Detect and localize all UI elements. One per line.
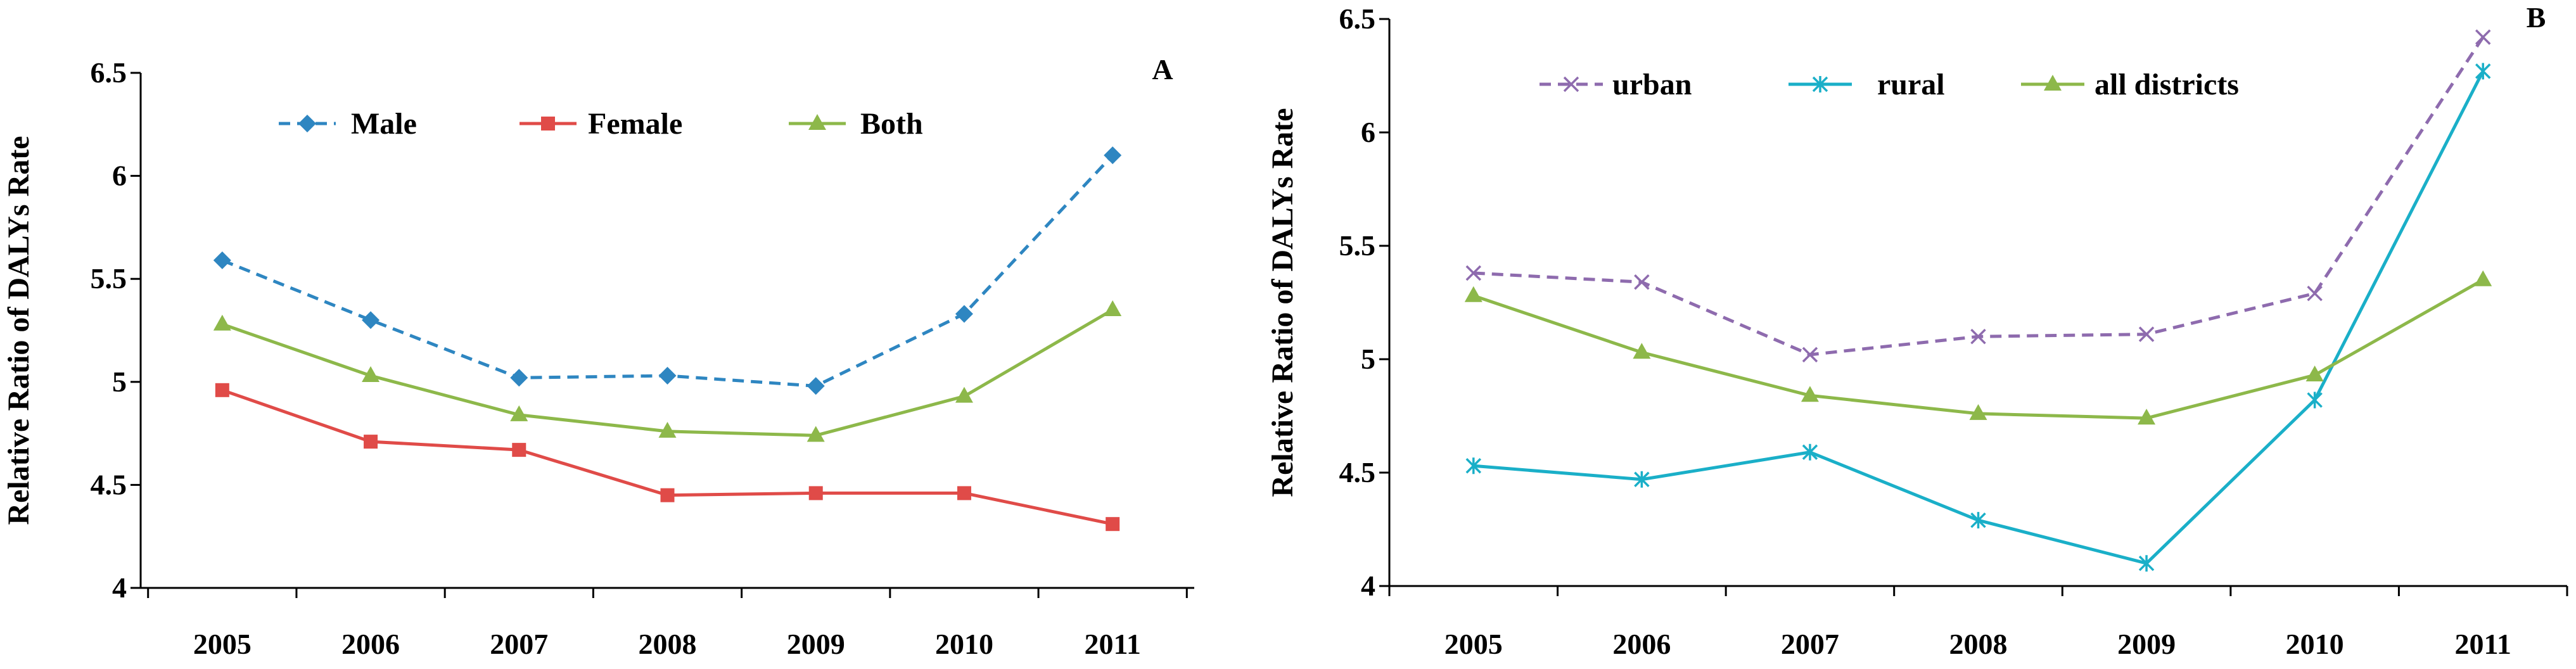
- data-point: [2474, 270, 2492, 286]
- x-tick-label: 2006: [1612, 628, 1671, 660]
- data-point: [364, 435, 378, 449]
- data-point: [1634, 274, 1650, 290]
- y-axis-label: Relative Ratio of DALYs Rate: [2, 136, 35, 525]
- legend-label: rural: [1877, 68, 1945, 101]
- legend-marker: [2044, 75, 2062, 91]
- y-tick-label: 6: [1361, 116, 1375, 148]
- y-tick-label: 5.5: [1339, 229, 1376, 262]
- data-point: [2138, 409, 2156, 425]
- data-point: [2138, 555, 2155, 572]
- x-tick-label: 2006: [341, 628, 400, 660]
- series-both: [213, 300, 1122, 442]
- x-tick-label: 2007: [1781, 628, 1839, 660]
- data-point: [1465, 265, 1482, 281]
- legend-marker: [1563, 76, 1579, 92]
- data-point: [1970, 512, 1986, 529]
- data-point: [1104, 146, 1122, 165]
- data-point: [510, 369, 528, 387]
- series-rural: [1465, 63, 2491, 572]
- series-all-districts: [1464, 270, 2492, 425]
- y-tick-label: 5: [1361, 343, 1375, 375]
- series-line: [1473, 70, 2485, 565]
- x-tick-label: 2005: [1444, 628, 1503, 660]
- data-point: [957, 486, 971, 500]
- y-tick-label: 5: [112, 366, 127, 398]
- x-tick-label: 2010: [935, 628, 993, 660]
- x-tick-label: 2009: [787, 628, 845, 660]
- legend-label: all districts: [2095, 68, 2239, 101]
- legend-marker: [1812, 76, 1828, 92]
- series-male: [213, 146, 1122, 395]
- series-line: [1472, 278, 2484, 420]
- panel-label: B: [2527, 1, 2546, 34]
- legend-label: Female: [588, 107, 682, 141]
- series-line: [221, 154, 1114, 388]
- x-tick-label: 2010: [2286, 628, 2344, 660]
- data-point: [215, 383, 229, 397]
- data-point: [808, 486, 823, 500]
- data-point: [510, 405, 528, 421]
- series-female: [215, 383, 1120, 532]
- x-tick-label: 2008: [639, 628, 697, 660]
- data-point: [362, 311, 380, 329]
- x-tick-label: 2011: [1084, 628, 1140, 660]
- data-point: [2307, 285, 2323, 302]
- legend-label: Male: [351, 107, 417, 141]
- data-point: [2307, 392, 2323, 409]
- data-point: [213, 314, 231, 331]
- series-line: [222, 388, 1113, 526]
- data-point: [213, 251, 231, 269]
- data-point: [807, 426, 825, 442]
- y-tick-label: 4: [112, 571, 127, 604]
- data-point: [658, 421, 677, 438]
- data-point: [658, 367, 677, 385]
- data-point: [2305, 366, 2324, 382]
- data-point: [955, 386, 973, 403]
- data-point: [1802, 443, 1818, 461]
- data-point: [1634, 471, 1650, 488]
- data-point: [955, 305, 973, 323]
- data-point: [2475, 29, 2491, 45]
- x-tick-label: 2009: [2117, 628, 2176, 660]
- y-tick-label: 6.5: [91, 56, 127, 89]
- x-tick-label: 2005: [193, 628, 252, 660]
- legend-marker: [808, 114, 826, 130]
- data-point: [2138, 326, 2155, 342]
- data-point: [2475, 63, 2491, 80]
- data-point: [1969, 404, 1987, 420]
- legend-label: Both: [860, 107, 923, 141]
- data-point: [1104, 300, 1122, 316]
- x-tick-label: 2011: [2454, 628, 2511, 660]
- y-tick-label: 4: [1361, 570, 1375, 602]
- data-point: [1633, 343, 1651, 359]
- data-point: [1464, 286, 1482, 302]
- data-point: [807, 377, 825, 395]
- y-tick-label: 6: [112, 160, 127, 192]
- y-tick-label: 5.5: [91, 262, 127, 295]
- data-point: [362, 366, 380, 383]
- y-tick-label: 6.5: [1339, 3, 1376, 35]
- data-point: [1465, 457, 1482, 475]
- data-point: [1106, 517, 1120, 532]
- legend-label: urban: [1612, 68, 1692, 101]
- y-tick-label: 4.5: [91, 468, 127, 500]
- y-tick-label: 4.5: [1339, 456, 1376, 488]
- legend-marker: [541, 117, 555, 131]
- chart-panel-b: 4 4.5 5 5.5 6 6.5 2005 2006 2007 2008 2009 2010 2011…: [1266, 1, 2568, 660]
- x-tick-label: 2008: [1949, 628, 2008, 660]
- legend-marker: [298, 115, 316, 132]
- data-point: [660, 488, 675, 502]
- panel-label: A: [1152, 53, 1173, 86]
- data-point: [512, 443, 526, 457]
- data-point: [1802, 347, 1818, 363]
- chart-panel-a: 4 4.5 5 5.5 6 6.5 2005 2006 2007 2008 2009 2010 2011…: [2, 53, 1194, 660]
- series-urban: [1465, 29, 2491, 363]
- data-point: [1970, 328, 1986, 345]
- x-tick-label: 2007: [490, 628, 548, 660]
- data-point: [1801, 386, 1819, 402]
- y-axis-label: Relative Ratio of DALYs Rate: [1266, 108, 1299, 497]
